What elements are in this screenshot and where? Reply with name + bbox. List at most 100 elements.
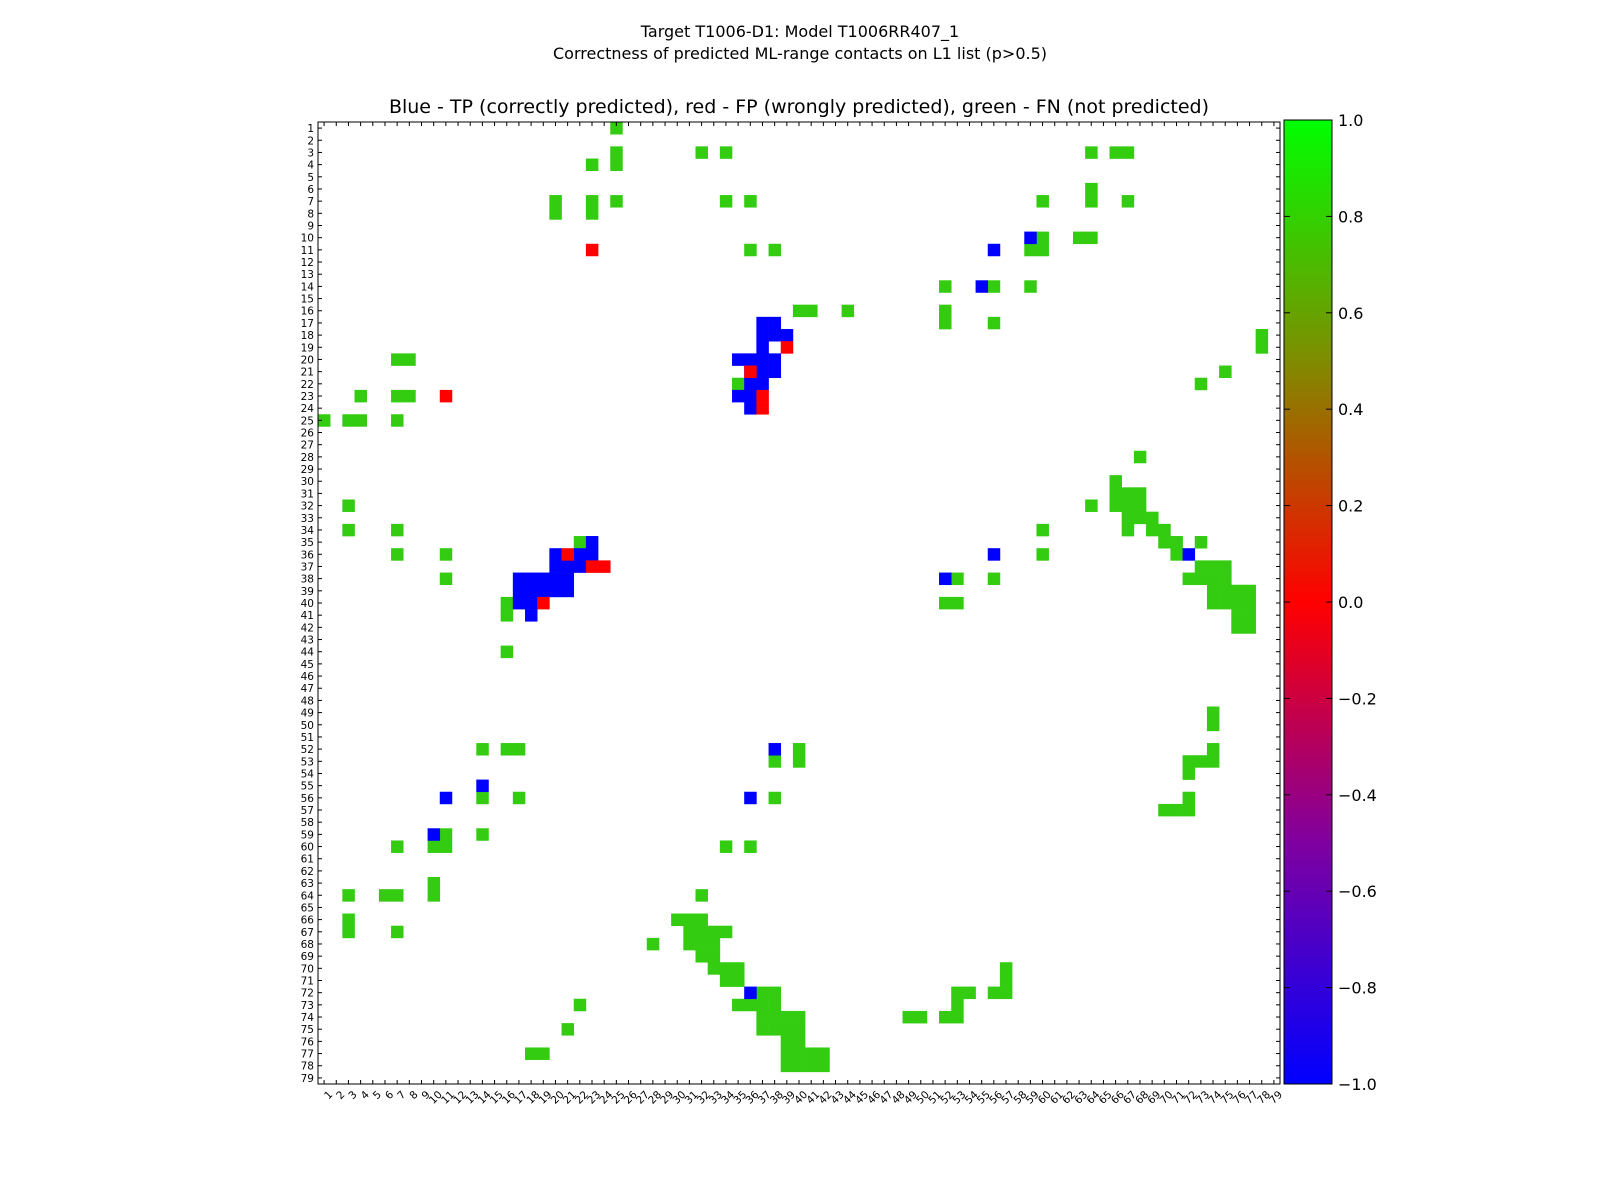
- fn-cell: [744, 243, 757, 257]
- fn-cell: [500, 645, 514, 659]
- fn-cell: [780, 1023, 794, 1036]
- figure-title-line1: Target T1006-D1: Model T1006RR407_1: [640, 22, 960, 41]
- y-tick-label: 42: [301, 622, 314, 634]
- colorbar-tick-label: 0.4: [1338, 400, 1363, 419]
- fn-cell: [610, 146, 623, 159]
- fn-cell: [354, 414, 368, 427]
- x-tick-label: 1: [322, 1089, 335, 1102]
- fn-cell: [391, 414, 404, 427]
- tp-cell: [525, 584, 538, 598]
- fn-cell: [585, 158, 599, 172]
- tp-cell: [573, 560, 587, 573]
- x-tick-label: 8: [407, 1089, 420, 1102]
- y-tick-label: 26: [301, 428, 315, 440]
- tp-cell: [476, 779, 489, 793]
- y-tick-label: 50: [301, 720, 314, 732]
- fn-cell: [951, 998, 964, 1012]
- y-tick-label: 23: [301, 391, 314, 403]
- fn-cell: [500, 609, 514, 622]
- fn-cell: [476, 828, 489, 841]
- y-tick-label: 2: [307, 135, 314, 147]
- fn-cell: [1085, 182, 1098, 196]
- y-tick-label: 64: [301, 890, 315, 902]
- fn-cell: [768, 755, 782, 768]
- colorbar-tick-label: −0.8: [1338, 979, 1377, 998]
- fn-cell: [1158, 803, 1171, 817]
- y-tick-label: 71: [301, 975, 314, 987]
- fn-cell: [732, 962, 745, 975]
- fn-cell: [1170, 536, 1183, 549]
- y-tick-label: 58: [301, 817, 314, 829]
- fn-cell: [610, 195, 623, 208]
- fn-cell: [951, 596, 964, 610]
- colorbar-tick-label: 0.8: [1338, 207, 1363, 226]
- fn-cell: [768, 791, 782, 805]
- tp-cell: [732, 353, 745, 366]
- y-tick-label: 28: [301, 452, 314, 464]
- fn-cell: [342, 913, 355, 926]
- y-tick-label: 41: [301, 610, 314, 622]
- fn-cell: [744, 840, 757, 853]
- tp-cell: [573, 548, 587, 561]
- fn-cell: [768, 1023, 782, 1036]
- fn-cell: [342, 889, 355, 902]
- y-tick-label: 30: [301, 476, 314, 488]
- y-tick-label: 44: [301, 647, 315, 659]
- x-tick-label: 2: [334, 1089, 347, 1102]
- x-tick-label: 5: [371, 1089, 384, 1102]
- fn-cell: [1243, 609, 1256, 622]
- y-tick-label: 39: [301, 586, 314, 598]
- fn-cell: [695, 913, 708, 926]
- fn-cell: [476, 743, 489, 756]
- colorbar-tick-label: 0.6: [1338, 304, 1363, 323]
- fn-cell: [318, 414, 331, 427]
- tp-cell: [987, 243, 1001, 257]
- fn-cell: [1133, 450, 1147, 464]
- fn-cell: [427, 876, 441, 890]
- fn-cell: [756, 1010, 769, 1024]
- fn-cell: [549, 195, 562, 208]
- fn-cell: [1206, 743, 1220, 756]
- tp-cell: [439, 791, 453, 805]
- fn-cell: [817, 1059, 830, 1073]
- fn-cell: [999, 962, 1013, 975]
- fn-cell: [1255, 329, 1269, 342]
- tp-cell: [585, 536, 599, 549]
- fp-cell: [585, 243, 599, 257]
- fn-cell: [1231, 596, 1244, 610]
- y-tick-label: 67: [301, 927, 314, 939]
- fn-cell: [695, 950, 708, 963]
- y-tick-label: 34: [301, 525, 315, 537]
- fn-cell: [1206, 706, 1220, 719]
- tp-cell: [744, 402, 757, 415]
- fn-cell: [1109, 146, 1122, 159]
- fn-cell: [1219, 560, 1232, 573]
- tp-cell: [512, 584, 526, 598]
- fn-cell: [646, 937, 660, 951]
- fn-cell: [744, 195, 757, 208]
- fn-cell: [1024, 243, 1037, 257]
- fn-cell: [719, 146, 733, 159]
- y-tick-label: 11: [301, 245, 314, 257]
- y-tick-label: 22: [301, 379, 314, 391]
- y-tick-label: 73: [301, 1000, 314, 1012]
- fn-cell: [939, 304, 952, 318]
- fn-cell: [427, 889, 441, 902]
- x-tick-label: 79: [1267, 1089, 1285, 1107]
- tp-cell: [525, 609, 538, 622]
- colorbar: [1283, 119, 1333, 1085]
- fn-cell: [719, 974, 733, 987]
- tp-cell: [756, 329, 769, 342]
- fn-cell: [1121, 511, 1135, 525]
- tp-cell: [768, 365, 782, 379]
- y-tick-label: 9: [307, 221, 314, 233]
- x-axis-ticks: 1234567891011121314151617181920212223242…: [322, 122, 1285, 1107]
- colorbar-tick-label: −0.2: [1338, 689, 1377, 708]
- fn-cell: [439, 548, 453, 561]
- fn-cell: [1121, 487, 1135, 500]
- fn-cell: [768, 998, 782, 1012]
- colorbar-ticks: 1.0 0.8 0.6 0.4 0.2 0.0 −0.2 −0.4 −0.6 −0.8 −1.0: [1284, 111, 1377, 1094]
- tp-cell: [549, 560, 562, 573]
- fn-cell: [439, 840, 453, 853]
- y-tick-label: 52: [301, 744, 314, 756]
